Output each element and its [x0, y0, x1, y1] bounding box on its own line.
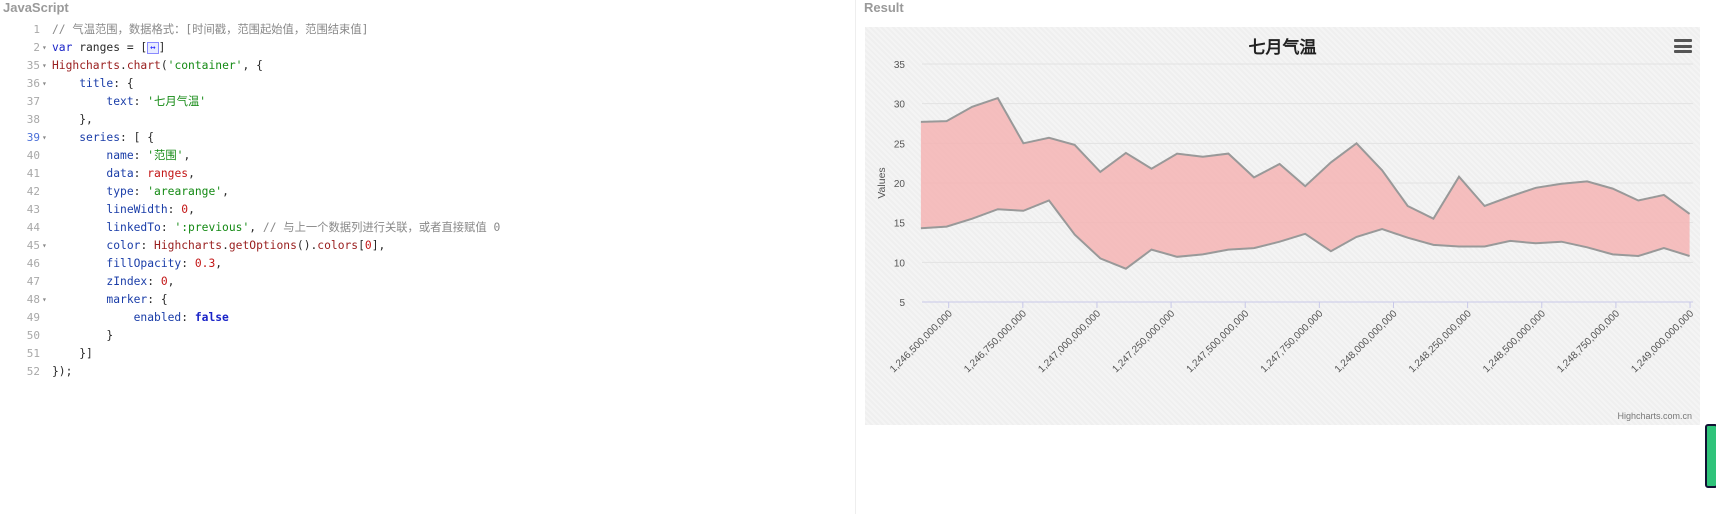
fold-ellipsis-icon[interactable]: ↔ [147, 42, 159, 54]
x-tick-label: 1,246,500,000,000 [888, 308, 955, 375]
line-number: 49 [26, 311, 40, 324]
code-line[interactable]: 1 // 气温范围，数据格式：[时间戳，范围起始值，范围结束值] [0, 21, 850, 39]
x-tick-label: 1,247,500,000,000 [1185, 308, 1252, 375]
x-tick-label: 1,247,750,000,000 [1259, 308, 1326, 375]
line-number: 35 [26, 59, 40, 72]
code-text: }, [52, 113, 93, 126]
range-low-line [920, 199, 1690, 270]
line-number: 48 [26, 293, 40, 306]
code-line[interactable]: 44 linkedTo: ':previous', // 与上一个数据列进行关联… [0, 219, 850, 237]
code-text: enabled: false [133, 311, 229, 324]
code-text: title: { [79, 77, 134, 90]
y-tick-label: 30 [894, 100, 906, 111]
x-tick-label: 1,247,000,000,000 [1036, 308, 1103, 375]
code-text: // 气温范围，数据格式：[时间戳，范围起始值，范围结束值] [52, 23, 369, 36]
code-line[interactable]: 51 }] [0, 345, 850, 363]
code-text: linkedTo: ':previous', // 与上一个数据列进行关联，或者… [106, 221, 501, 234]
code-text: name: '范围', [106, 149, 191, 162]
fold-arrow-icon[interactable]: ▾ [42, 79, 47, 88]
code-line[interactable]: 46 fillOpacity: 0.3, [0, 255, 850, 273]
line-number: 51 [26, 347, 40, 360]
line-number: 42 [26, 185, 40, 198]
code-line[interactable]: 49 enabled: false [0, 309, 850, 327]
line-number: 52 [26, 365, 40, 378]
chart-plot: 5 10 15 20 25 30 35 1,246,500,000,000 1,246,750,… [876, 60, 1696, 375]
fold-arrow-icon[interactable]: ▾ [42, 133, 47, 142]
code-line[interactable]: 37 text: '七月气温' [0, 93, 850, 111]
y-axis-title: Values [876, 167, 888, 198]
y-tick-label: 20 [894, 179, 906, 190]
code-text: fillOpacity: 0.3, [106, 257, 223, 270]
line-number: 45 [26, 239, 40, 252]
fold-arrow-icon[interactable]: ▾ [42, 43, 47, 52]
code-line[interactable]: 2 ▾ var ranges = [↔] [0, 39, 850, 57]
line-number: 39 [26, 131, 40, 144]
code-line[interactable]: 45 ▾ color: Highcharts.getOptions().color… [0, 237, 850, 255]
line-number: 46 [26, 257, 40, 270]
code-text: } [52, 329, 114, 342]
y-tick-label: 10 [894, 258, 906, 269]
code-line[interactable]: 42 type: 'arearange', [0, 183, 850, 201]
code-text: text: '七月气温' [106, 95, 207, 108]
code-text: series: [ { [79, 131, 155, 144]
code-text: marker: { [106, 293, 168, 306]
javascript-pane-label: JavaScript [3, 0, 69, 15]
code-line[interactable]: 52}); [0, 363, 850, 381]
line-number: 38 [26, 113, 40, 126]
line-number: 43 [26, 203, 40, 216]
x-tick-label: 1,248,000,000,000 [1333, 308, 1400, 375]
line-number: 50 [26, 329, 40, 342]
code-line[interactable]: 38 }, [0, 111, 850, 129]
code-text: zIndex: 0, [106, 275, 175, 288]
x-tick-label: 1,246,750,000,000 [962, 308, 1029, 375]
code-line[interactable]: 39 ▾ series: [ { [0, 129, 850, 147]
line-number: 41 [26, 167, 40, 180]
y-tick-label: 35 [894, 60, 906, 71]
chart-container: 七月气温 5 10 15 20 25 30 35 1,246,500,000,000 1,246… [865, 27, 1700, 425]
line-number: 2 [33, 41, 40, 54]
fold-arrow-icon[interactable]: ▾ [42, 61, 47, 70]
fold-arrow-icon[interactable]: ▾ [42, 241, 47, 250]
y-tick-label: 5 [899, 298, 905, 309]
code-text: color: Highcharts.getOptions().colors[0]… [106, 239, 386, 252]
line-number: 40 [26, 149, 40, 162]
line-number: 44 [26, 221, 40, 234]
line-number: 36 [26, 77, 40, 90]
x-tick-label: 1,249,000,000,000 [1629, 308, 1696, 375]
code-text: Highcharts.chart('container', { [52, 59, 263, 72]
code-line[interactable]: 50 } [0, 327, 850, 345]
code-line[interactable]: 41 data: ranges, [0, 165, 850, 183]
code-editor[interactable]: 1// 气温范围，数据格式：[时间戳，范围起始值，范围结束值] 2 ▾ var ran… [0, 21, 850, 381]
result-pane-label: Result [864, 0, 904, 15]
x-tick-label: 1,247,250,000,000 [1110, 308, 1177, 375]
x-tick-label: 1,248,750,000,000 [1555, 308, 1622, 375]
hamburger-menu-icon[interactable] [1674, 39, 1692, 53]
x-tick-label: 1,248,250,000,000 [1407, 308, 1474, 375]
pane-divider[interactable] [855, 0, 856, 514]
code-text: }] [52, 347, 93, 360]
code-line[interactable]: 35 ▾ Highcharts.chart('container', { [0, 57, 850, 75]
code-line[interactable]: 40 name: '范围', [0, 147, 850, 165]
code-line[interactable]: 48 ▾ marker: { [0, 291, 850, 309]
scrollbar-thumb[interactable] [1705, 424, 1716, 488]
chart-title: 七月气温 [1248, 38, 1317, 57]
code-text: type: 'arearange', [106, 185, 229, 198]
code-text: }); [52, 365, 73, 378]
x-tick-label: 1,248,500,000,000 [1481, 308, 1548, 375]
range-area [920, 98, 1690, 269]
code-line[interactable]: 47 zIndex: 0, [0, 273, 850, 291]
range-high-line [920, 96, 1691, 221]
code-text: var ranges = [↔] [52, 41, 166, 54]
y-tick-label: 15 [894, 219, 906, 230]
code-line[interactable]: 43 lineWidth: 0, [0, 201, 850, 219]
code-text: data: ranges, [106, 167, 195, 180]
fold-arrow-icon[interactable]: ▾ [42, 295, 47, 304]
line-number: 1 [33, 23, 40, 36]
code-text: lineWidth: 0, [106, 203, 195, 216]
y-tick-label: 25 [894, 139, 906, 150]
line-number: 47 [26, 275, 40, 288]
credits-link[interactable]: Highcharts.com.cn [1617, 411, 1692, 421]
line-number: 37 [26, 95, 40, 108]
code-line[interactable]: 36 ▾ title: { [0, 75, 850, 93]
